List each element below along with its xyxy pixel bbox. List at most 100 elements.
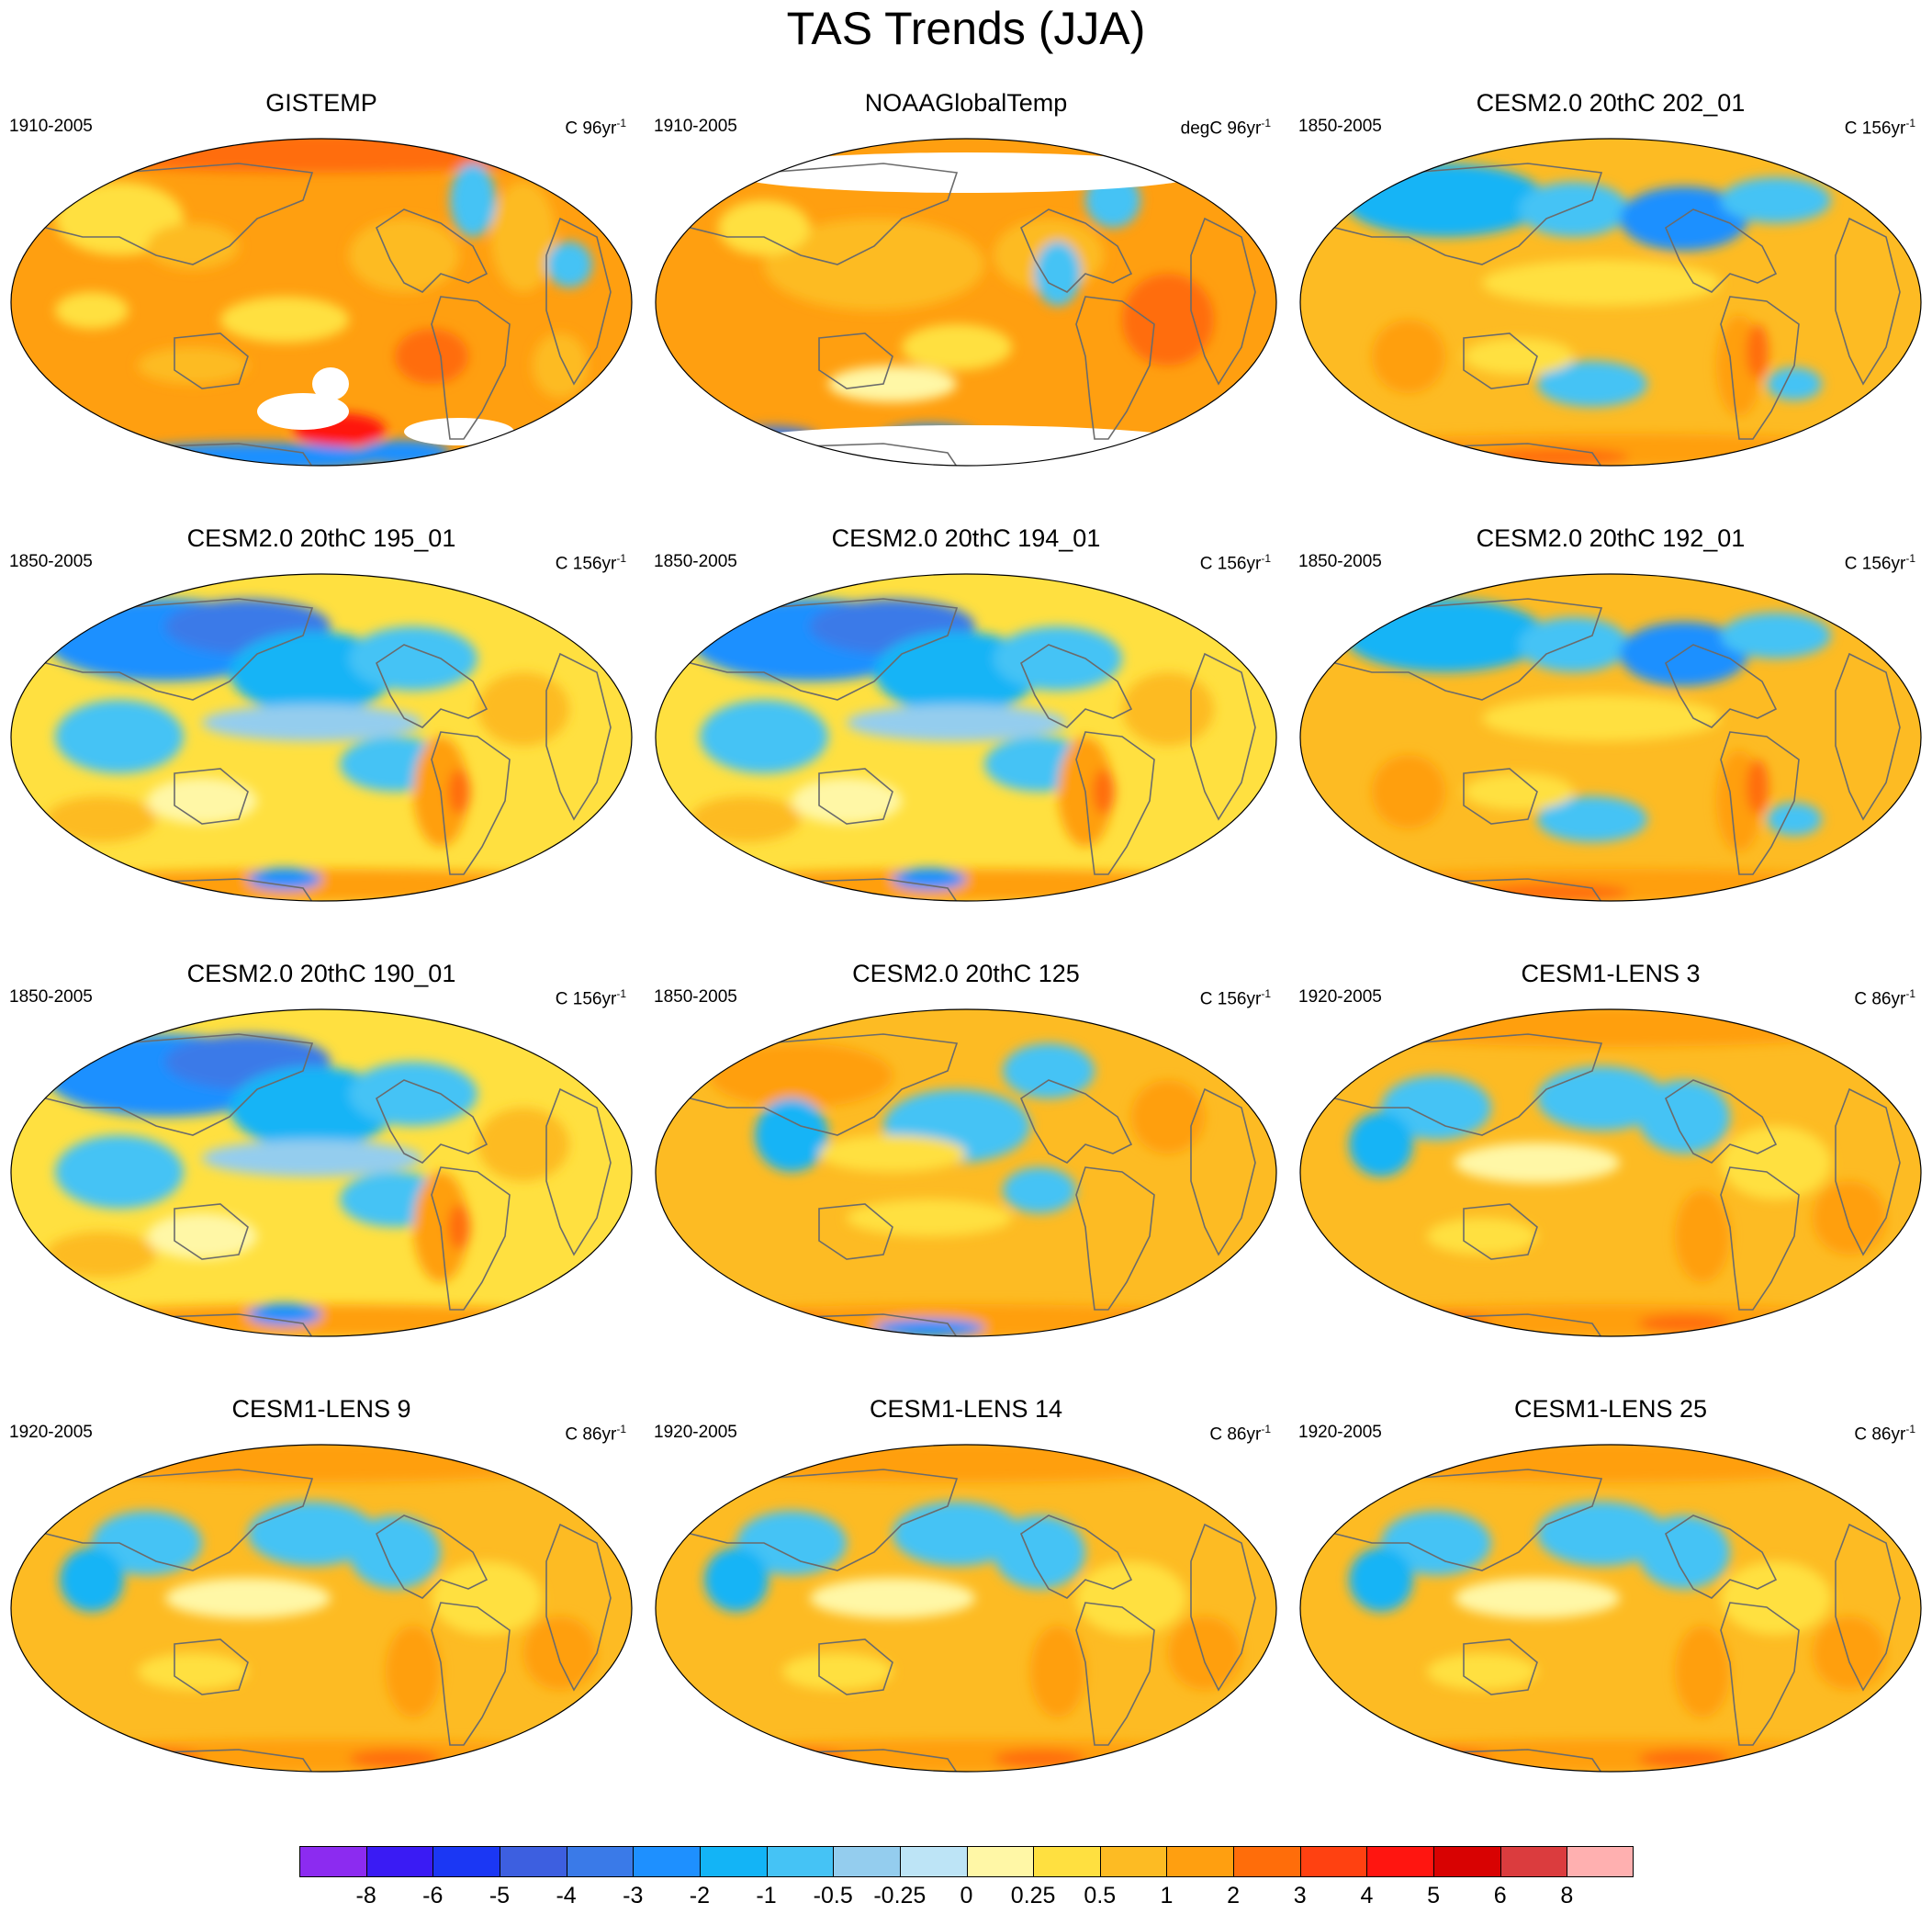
panel-units: C 86yr-1 xyxy=(1854,1418,1915,1446)
coastline xyxy=(1020,644,1133,728)
trend-region xyxy=(828,366,957,402)
trend-region xyxy=(1482,695,1721,741)
panel-units-text: C 156yr xyxy=(555,554,617,574)
map-panel: CESM1-LENS 3 1920-2005 C 86yr-1 xyxy=(1289,959,1932,1390)
colorbar-swatch xyxy=(966,1846,1035,1877)
trend-region xyxy=(1464,773,1574,810)
panel-title: CESM1-LENS 9 xyxy=(231,1395,411,1423)
colorbar-swatch xyxy=(365,1846,434,1877)
trend-region xyxy=(1196,879,1251,897)
trend-region xyxy=(1317,1304,1904,1336)
map-panel: CESM1-LENS 25 1920-2005 C 86yr-1 xyxy=(1289,1394,1932,1826)
panel-units-exponent: -1 xyxy=(616,117,626,129)
coastline xyxy=(1463,1203,1538,1260)
trend-region xyxy=(874,1319,984,1336)
coastline xyxy=(431,731,511,875)
coastline xyxy=(1835,652,1901,821)
panel-years: 1920-2005 xyxy=(1298,987,1382,1007)
coastline xyxy=(1334,1033,1603,1136)
coastline xyxy=(1463,332,1538,389)
trend-region xyxy=(1537,796,1647,842)
trend-region xyxy=(46,1445,597,1482)
coastline xyxy=(1665,644,1778,728)
coastline xyxy=(1334,163,1603,265)
trend-region xyxy=(1168,1750,1241,1768)
trend-region xyxy=(1035,242,1081,306)
trend-region xyxy=(1675,1190,1730,1282)
coastline xyxy=(174,1638,249,1695)
coastline xyxy=(1020,208,1133,293)
trend-region xyxy=(37,1304,606,1336)
trend-region xyxy=(902,324,1012,370)
panel-units-exponent: -1 xyxy=(616,987,626,1000)
trend-region xyxy=(477,1108,569,1181)
trend-region xyxy=(1482,448,1629,466)
panel-units-exponent: -1 xyxy=(1261,117,1271,129)
coastline xyxy=(1334,1469,1603,1571)
trend-region xyxy=(1721,1126,1831,1199)
coastline xyxy=(1835,1523,1901,1692)
trend-region xyxy=(551,1314,606,1333)
map-panel: CESM2.0 20thC 194_01 1850-2005 C 156yr-1 xyxy=(645,524,1287,955)
panel-units-text: C 156yr xyxy=(555,989,617,1009)
trend-region xyxy=(138,1653,248,1690)
trend-region xyxy=(1317,1739,1904,1772)
figure-title: TAS Trends (JJA) xyxy=(786,3,1146,54)
trend-region xyxy=(1122,274,1214,366)
trend-region xyxy=(55,700,184,773)
trend-region xyxy=(1335,1445,1886,1482)
trend-region xyxy=(819,1135,966,1172)
trend-region xyxy=(1767,367,1822,400)
panel-units-text: C 156yr xyxy=(1199,554,1262,574)
panel-years: 1850-2005 xyxy=(9,552,93,571)
coastline xyxy=(174,1203,249,1260)
trend-region xyxy=(55,292,129,329)
trend-region xyxy=(1003,1043,1095,1098)
coastline xyxy=(376,1079,489,1164)
trend-region xyxy=(147,223,239,269)
trend-region xyxy=(248,868,321,890)
trend-region xyxy=(349,1062,477,1126)
panel-units: C 86yr-1 xyxy=(1209,1418,1271,1446)
colorbar-swatch xyxy=(1500,1846,1568,1877)
trend-region xyxy=(1076,1561,1186,1635)
trend-region xyxy=(491,182,556,292)
panel-years: 1850-2005 xyxy=(654,552,737,571)
coastline xyxy=(1190,1087,1256,1256)
coastline xyxy=(1835,1087,1901,1256)
trend-map xyxy=(10,573,633,902)
coastline xyxy=(1665,1514,1778,1599)
trend-region xyxy=(1122,672,1214,746)
coastline xyxy=(376,644,489,728)
trend-map xyxy=(1299,573,1922,902)
map-panel: GISTEMP 1910-2005 C 96yr-1 xyxy=(0,88,643,520)
coastline xyxy=(174,332,249,389)
trend-region xyxy=(523,1616,597,1690)
colorbar-swatch xyxy=(1033,1846,1101,1877)
panel-units-exponent: -1 xyxy=(1905,987,1915,1000)
colorbar-swatch xyxy=(566,1846,635,1877)
trend-region xyxy=(1455,1578,1620,1618)
trend-region xyxy=(893,868,966,890)
trend-region xyxy=(1675,1626,1730,1717)
trend-region xyxy=(37,879,147,897)
coastline xyxy=(431,1602,511,1746)
coastline xyxy=(1835,217,1901,386)
panel-title: CESM2.0 20thC 194_01 xyxy=(831,524,1101,552)
coastline xyxy=(1190,652,1256,821)
trend-region xyxy=(1372,320,1445,393)
trend-region xyxy=(1335,1009,1886,1047)
trend-region xyxy=(691,796,801,842)
colorbar-swatch xyxy=(766,1846,835,1877)
trend-region xyxy=(1537,1066,1666,1131)
coastline xyxy=(1075,731,1155,875)
map-panel: CESM2.0 20thC 192_01 1850-2005 C 156yr-1 xyxy=(1289,524,1932,955)
trend-region xyxy=(1747,760,1769,815)
colorbar-swatch xyxy=(499,1846,567,1877)
panel-units-text: degC 96yr xyxy=(1180,118,1262,139)
trend-region xyxy=(700,1312,828,1334)
colorbar-swatch xyxy=(1233,1846,1301,1877)
panel-units-exponent: -1 xyxy=(616,1423,626,1436)
trend-region xyxy=(1620,186,1748,251)
